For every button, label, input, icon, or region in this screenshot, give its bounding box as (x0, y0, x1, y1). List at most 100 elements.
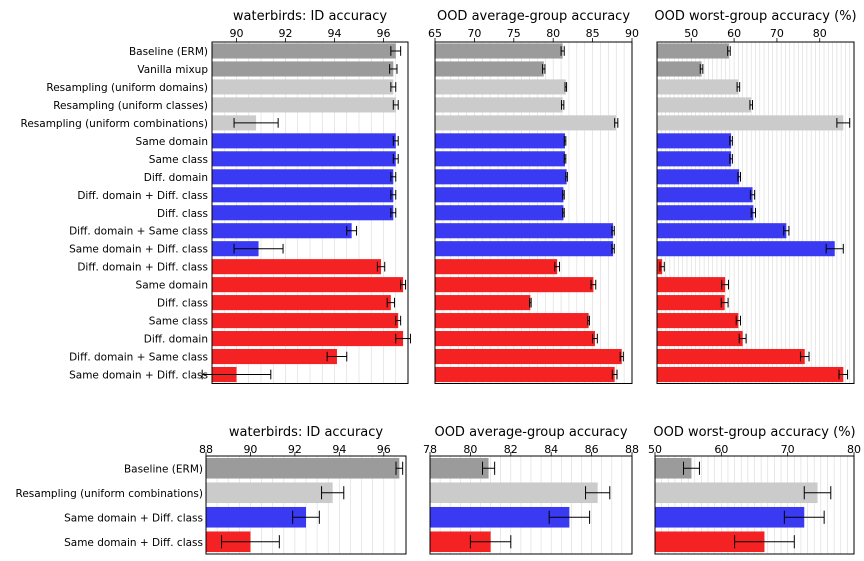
x-tick-label: 78 (423, 443, 437, 456)
row-label: Resampling (uniform combinations) (16, 488, 204, 500)
x-tick-label: 70 (467, 27, 481, 40)
x-tick-label: 65 (428, 27, 442, 40)
panel-title: OOD worst-group accuracy (%) (653, 425, 855, 440)
bar (212, 277, 404, 293)
bar (655, 531, 765, 553)
bar (657, 151, 732, 167)
bar (435, 169, 567, 185)
panel-frame (429, 455, 633, 555)
row-label: Diff. domain + Same class (69, 226, 208, 238)
row-label: Baseline (ERM) (124, 463, 203, 475)
x-tick-label: 85 (586, 27, 600, 40)
bar (212, 313, 399, 329)
bar (435, 43, 563, 59)
x-tick-label: 80 (847, 443, 861, 456)
bar (430, 482, 598, 504)
x-tick-label: 50 (648, 443, 662, 456)
bar (212, 43, 396, 59)
bar (657, 169, 740, 185)
bar (212, 97, 396, 113)
x-tick-label: 90 (243, 443, 257, 456)
bar (435, 115, 617, 131)
row-label: Diff. class (157, 208, 208, 220)
row-label: Diff. domain + Diff. class (77, 190, 208, 202)
x-tick-label: 80 (813, 27, 827, 40)
row-label: Same domain + Diff. class (64, 512, 203, 524)
panel-1: waterbirds: ID accuracy 88 90 92 94 96 (199, 425, 407, 555)
bar (435, 313, 589, 329)
x-tick-label: 88 (199, 443, 213, 456)
row-label: Diff. domain (144, 334, 208, 346)
bar (435, 259, 558, 275)
bar (435, 366, 615, 383)
bar (657, 205, 754, 221)
bar (435, 97, 563, 113)
row-label: Same domain (136, 280, 208, 292)
bar (430, 457, 489, 479)
bar (206, 457, 400, 479)
row-label: Resampling (uniform combinations) (21, 118, 209, 130)
row-label: Same domain (136, 136, 208, 148)
chart-2: waterbirds: ID accuracy 88 90 92 94 96 OOD ave… (16, 425, 861, 555)
row-label: Baseline (ERM) (129, 46, 208, 58)
bar (435, 61, 544, 77)
x-tick-label: 90 (230, 27, 244, 40)
bar (657, 241, 835, 257)
panel-title: waterbirds: ID accuracy (229, 425, 383, 440)
bar (435, 151, 566, 167)
bar (435, 133, 566, 149)
bar (206, 506, 306, 528)
bar (655, 457, 692, 479)
bar (430, 531, 491, 553)
bar (435, 277, 594, 293)
bar (657, 61, 702, 77)
bar (212, 205, 394, 221)
bar (657, 187, 753, 203)
bar (435, 295, 531, 311)
bar (212, 348, 337, 365)
row-label: Diff. domain (144, 172, 208, 184)
bar (435, 348, 622, 365)
x-tick-label: 60 (727, 27, 741, 40)
x-tick-label: 96 (377, 27, 391, 40)
row-label: Diff. domain + Same class (69, 352, 208, 364)
row-label: Same domain + Diff. class (64, 537, 203, 549)
x-tick-label: 70 (781, 443, 795, 456)
bar (655, 482, 818, 504)
bar (212, 295, 391, 311)
bar (435, 187, 564, 203)
bar (212, 259, 382, 275)
bar (212, 187, 394, 203)
row-label: Resampling (uniform classes) (53, 100, 208, 112)
x-tick-label: 96 (377, 443, 391, 456)
row-label: Resampling (uniform domains) (46, 82, 208, 94)
panel-2: OOD average-group accuracy 65 70 75 80 85 90 (428, 9, 639, 384)
panel-1: waterbirds: ID accuracy 90 92 94 96 (201, 9, 411, 384)
bar (206, 482, 333, 504)
row-label: Same domain + Diff. class (69, 370, 208, 382)
panel-title: OOD average-group accuracy (434, 425, 627, 440)
bar (435, 241, 614, 257)
row-label: Same class (149, 316, 208, 328)
bar (657, 133, 732, 149)
panel-title: OOD average-group accuracy (437, 9, 630, 24)
row-label: Diff. domain + Diff. class (77, 262, 208, 274)
bar (212, 223, 352, 239)
bar (657, 277, 726, 293)
bar (657, 115, 844, 131)
bar (657, 223, 787, 239)
bar (435, 223, 614, 239)
x-tick-label: 92 (279, 27, 293, 40)
bar (212, 133, 396, 149)
bar (212, 61, 394, 77)
x-tick-label: 80 (463, 443, 477, 456)
bar (657, 348, 805, 365)
chart-1: waterbirds: ID accuracy 90 92 94 96 OOD avera… (21, 9, 857, 384)
panel-frame (656, 41, 855, 384)
panel-title: waterbirds: ID accuracy (233, 9, 387, 24)
bar (212, 169, 394, 185)
bar (657, 295, 725, 311)
x-tick-label: 84 (544, 443, 558, 456)
panel-frame (654, 455, 855, 555)
bar (435, 331, 595, 347)
